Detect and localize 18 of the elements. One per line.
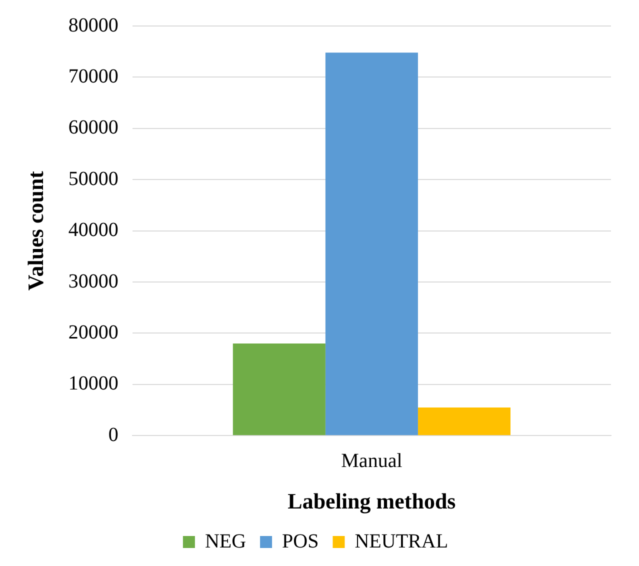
y-tick-label: 0 xyxy=(108,424,118,446)
y-axis-title: Values count xyxy=(22,170,48,291)
legend-label: NEG xyxy=(204,530,246,552)
y-tick-label: 30000 xyxy=(68,270,118,292)
y-tick-label: 50000 xyxy=(68,168,118,190)
bar xyxy=(325,52,418,436)
bar xyxy=(418,407,510,436)
x-axis-title: Labeling methods xyxy=(288,488,456,514)
y-tick-label: 80000 xyxy=(68,14,118,36)
x-tick-label: Manual xyxy=(341,450,403,472)
legend-label: POS xyxy=(282,530,319,552)
y-tick-label: 20000 xyxy=(68,321,118,344)
y-tick-label: 40000 xyxy=(68,219,118,242)
y-tick-label: 60000 xyxy=(68,116,118,139)
legend-label: NEUTRAL xyxy=(354,530,448,552)
y-tick-label: 70000 xyxy=(68,65,118,88)
y-tick-label: 10000 xyxy=(68,372,118,395)
bar xyxy=(232,343,326,436)
